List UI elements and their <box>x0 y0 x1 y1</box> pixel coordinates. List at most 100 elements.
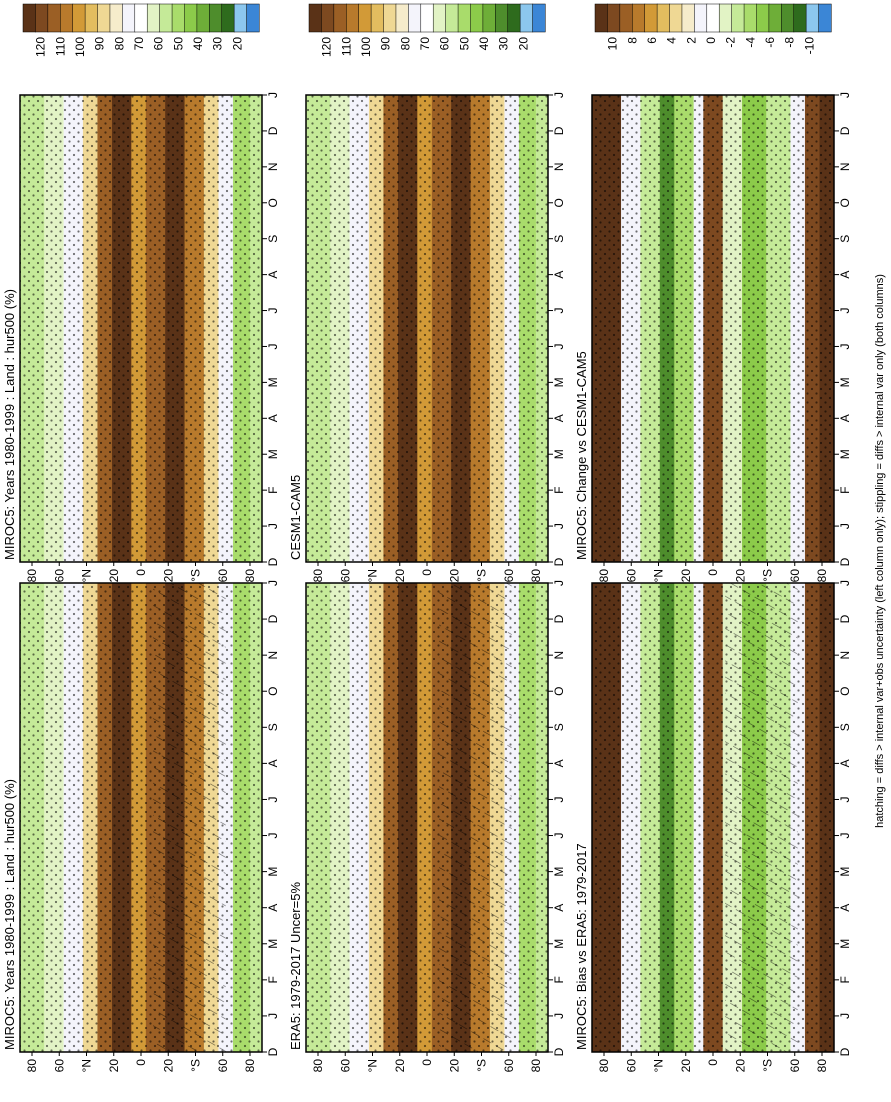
month-tick-label: M <box>552 867 566 877</box>
month-tick-label: J <box>838 92 852 98</box>
month-tick-label: J <box>552 1013 566 1019</box>
lat-tick-label: 20 <box>733 569 747 583</box>
month-tick-label: D <box>838 126 852 135</box>
month-tick-label: M <box>838 867 852 877</box>
colorbar-cell <box>22 3 36 33</box>
month-tick-label: S <box>266 723 280 731</box>
month-tick-label: F <box>838 486 852 493</box>
colorbar-cell <box>718 3 733 33</box>
colorbar-cell <box>60 3 74 33</box>
colorbar-label: 4 <box>665 37 679 44</box>
month-tick-label: M <box>838 939 852 949</box>
colorbar-label: 110 <box>53 37 67 56</box>
stippling-overlay <box>592 95 834 562</box>
month-tick-label: S <box>266 235 280 243</box>
lat-tick-label: 60 <box>624 569 638 583</box>
colorbar-cell <box>84 3 99 33</box>
month-tick-label: O <box>266 687 280 696</box>
lat-tick-label: 0 <box>134 569 148 576</box>
lat-tick-label: 80 <box>529 569 543 583</box>
colorbar-label: 10 <box>606 37 620 51</box>
colorbar-label: 80 <box>112 37 126 51</box>
colorbar-cell <box>209 3 223 33</box>
colorbar-cell <box>470 3 484 33</box>
month-tick-label: A <box>838 414 852 422</box>
month-tick-label: J <box>266 1013 280 1019</box>
month-tick-label: D <box>552 1047 566 1056</box>
month-tick-label: F <box>552 486 566 493</box>
month-tick-label: D <box>552 614 566 623</box>
colorbar-label: 60 <box>152 37 166 51</box>
lat-tick-label: 80 <box>597 1059 611 1073</box>
lat-tick-label: °S <box>475 1059 489 1072</box>
lat-tick-label: °N <box>652 569 666 582</box>
month-tick-label: D <box>838 557 852 566</box>
colorbar-cell <box>594 3 608 33</box>
lat-tick-label: 60 <box>624 1059 638 1073</box>
lat-tick-label: °S <box>189 569 203 582</box>
month-tick-label: M <box>838 449 852 459</box>
colorbar-cell <box>457 3 472 33</box>
month-tick-label: J <box>552 580 566 586</box>
colorbar-cell <box>196 3 210 33</box>
panel-d: D J F M A M J J A S O N D J 80 60 °N 20 0 20 °S 60 80 MIROC5: Y… <box>2 3 280 583</box>
colorbar-cell <box>731 3 745 33</box>
colorbar-cell <box>519 3 534 33</box>
colorbar-cell <box>445 3 459 33</box>
lat-tick-label: 20 <box>161 1059 175 1073</box>
lat-tick-label: 80 <box>815 1059 829 1073</box>
colorbar-cell <box>420 3 434 33</box>
colorbar-cell <box>333 3 347 33</box>
month-tick-label: J <box>266 796 280 802</box>
month-tick-label: M <box>266 867 280 877</box>
month-tick-label: N <box>266 163 280 172</box>
colorbar-label: 40 <box>477 37 491 51</box>
colorbar-cell <box>308 3 322 33</box>
lat-tick-label: 0 <box>420 569 434 576</box>
colorbar-label: -2 <box>724 37 738 48</box>
month-tick-label: N <box>838 651 852 660</box>
month-tick-label: N <box>552 651 566 660</box>
month-tick-label: J <box>552 343 566 349</box>
panel-title: MIROC5: Change vs CESM1-CAM5 <box>574 351 589 560</box>
colorbar-cell <box>47 3 61 33</box>
month-tick-label: S <box>552 235 566 243</box>
colorbar-label: 120 <box>34 37 48 57</box>
month-tick-label: S <box>838 723 852 731</box>
colorbar-label: 50 <box>457 37 471 51</box>
hatching-overlay <box>725 583 798 1052</box>
lat-tick-label: 80 <box>243 1059 257 1073</box>
stippling-overlay <box>20 95 262 562</box>
colorbar-cell <box>656 3 671 33</box>
lat-tick-label: 20 <box>161 569 175 583</box>
lat-tick-label: 60 <box>338 1059 352 1073</box>
colorbar-cell <box>768 3 782 33</box>
colorbar-label: 110 <box>339 37 353 56</box>
month-tick-label: A <box>552 759 566 767</box>
lat-tick-label: 60 <box>502 1059 516 1073</box>
month-tick-label: J <box>266 92 280 98</box>
stippling-overlay <box>306 95 548 562</box>
month-tick-label: J <box>266 580 280 586</box>
month-tick-label: O <box>266 198 280 207</box>
colorbar-cell <box>246 3 260 33</box>
month-tick-label: D <box>266 614 280 623</box>
month-tick-label: D <box>838 614 852 623</box>
month-tick-label: A <box>266 414 280 422</box>
month-tick-label: A <box>266 904 280 912</box>
lat-tick-label: 20 <box>447 1059 461 1073</box>
month-tick-label: O <box>552 198 566 207</box>
colorbar-label: 50 <box>171 37 185 51</box>
month-tick-label: A <box>266 759 280 767</box>
colorbar-label: 40 <box>191 37 205 51</box>
colorbar-cell <box>109 3 123 33</box>
colorbar-label: 8 <box>625 37 639 44</box>
month-tick-label: J <box>838 580 852 586</box>
colorbar-label: 0 <box>704 37 718 44</box>
colorbar-cell <box>72 3 86 33</box>
month-tick-label: D <box>552 126 566 135</box>
colorbar-label: 70 <box>132 37 146 51</box>
colorbar-cell <box>706 3 720 33</box>
lat-tick-label: 80 <box>815 569 829 583</box>
colorbar-cell <box>159 3 173 33</box>
